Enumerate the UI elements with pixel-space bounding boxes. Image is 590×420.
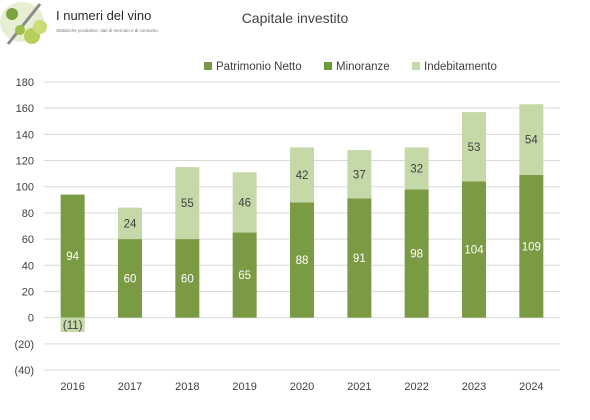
bar-indebitamento <box>60 317 85 333</box>
bar-patrimonio-netto <box>118 239 142 318</box>
x-tick-label: 2018 <box>175 381 199 393</box>
data-label-patrimonio-netto: 88 <box>296 255 309 267</box>
data-label-patrimonio-netto: 94 <box>66 251 79 263</box>
data-label-indebitamento: (11) <box>63 320 83 332</box>
data-label-patrimonio-netto: 60 <box>181 273 194 285</box>
y-tick-label: 180 <box>16 77 34 89</box>
data-label-patrimonio-netto: 98 <box>410 248 423 260</box>
y-tick-label: 140 <box>16 129 34 141</box>
x-tick-label: 2022 <box>404 381 428 393</box>
y-tick-label: (40) <box>14 365 34 377</box>
bar-indebitamento <box>519 104 544 175</box>
bar-indebitamento <box>404 147 429 190</box>
bars <box>60 104 544 333</box>
bar-patrimonio-netto <box>175 239 200 318</box>
bar-patrimonio-netto <box>462 181 486 318</box>
bar-indebitamento <box>118 207 142 240</box>
y-axis-ticks: (40) (20) 0 20 40 60 80 100 120 140 160 180 <box>14 77 34 377</box>
bar-indebitamento <box>232 172 257 233</box>
legend-label: Patrimonio Netto <box>216 61 302 73</box>
x-tick-label: 2020 <box>290 381 314 393</box>
legend-swatch <box>204 62 212 70</box>
bar-patrimonio-netto <box>60 194 85 318</box>
logo-tagline: Statistiche produttive, dati di mercato … <box>56 28 160 33</box>
x-tick-label: 2021 <box>347 381 371 393</box>
logo-title: I numeri del vino <box>56 8 152 23</box>
bar-patrimonio-netto <box>232 232 257 318</box>
data-label-indebitamento: 32 <box>410 163 423 175</box>
data-label-patrimonio-netto: 65 <box>238 270 251 282</box>
y-tick-label: 160 <box>16 103 34 115</box>
bar-patrimonio-netto <box>290 202 314 318</box>
data-label-indebitamento: 46 <box>238 197 251 209</box>
data-label-patrimonio-netto: 109 <box>522 241 541 253</box>
data-label-indebitamento: 42 <box>296 170 309 182</box>
data-label-indebitamento: 24 <box>124 218 137 230</box>
bar-indebitamento <box>290 147 314 203</box>
data-label-indebitamento: 37 <box>353 169 366 181</box>
bar-patrimonio-netto <box>347 198 372 318</box>
x-tick-label: 2023 <box>462 381 486 393</box>
y-tick-label: 60 <box>22 234 34 246</box>
data-label-patrimonio-netto: 91 <box>353 253 366 265</box>
bar-patrimonio-netto <box>404 189 429 318</box>
legend-swatch <box>324 62 332 70</box>
x-tick-label: 2019 <box>232 381 256 393</box>
y-tick-label: 0 <box>28 313 34 325</box>
x-axis-ticks: 2016 2017 2018 2019 2020 2021 2022 2023 2024 <box>60 381 543 393</box>
data-label-indebitamento: 53 <box>468 142 481 154</box>
data-label-indebitamento: 54 <box>525 135 538 147</box>
bar-indebitamento <box>462 112 486 182</box>
legend-label: Indebitamento <box>424 61 497 73</box>
legend-swatch <box>412 62 420 70</box>
percent-grapes-icon <box>0 2 47 45</box>
x-tick-label: 2024 <box>519 381 543 393</box>
logo: I numeri del vino Statistiche produttive… <box>0 0 159 50</box>
chart-title: Capitale investito <box>241 10 349 26</box>
bar-indebitamento <box>175 167 200 240</box>
y-tick-label: 120 <box>16 156 34 168</box>
data-label-indebitamento: 55 <box>181 198 194 210</box>
y-tick-label: 100 <box>16 182 34 194</box>
data-labels: 94 (11) 60 24 60 55 65 46 88 42 91 37 98 32 104 53 109 54 <box>63 135 541 332</box>
data-label-patrimonio-netto: 104 <box>464 245 484 257</box>
y-tick-label: 80 <box>22 208 34 220</box>
legend-label: Minoranze <box>336 61 390 73</box>
y-tick-label: (20) <box>14 339 34 351</box>
y-tick-label: 40 <box>22 260 34 272</box>
x-tick-label: 2017 <box>118 381 142 393</box>
legend: Patrimonio Netto Minoranze Indebitamento <box>204 61 497 73</box>
y-tick-label: 20 <box>22 286 34 298</box>
x-tick-label: 2016 <box>60 381 84 393</box>
bar-indebitamento <box>347 150 372 199</box>
bar-patrimonio-netto <box>519 174 544 318</box>
data-label-patrimonio-netto: 60 <box>124 273 137 285</box>
